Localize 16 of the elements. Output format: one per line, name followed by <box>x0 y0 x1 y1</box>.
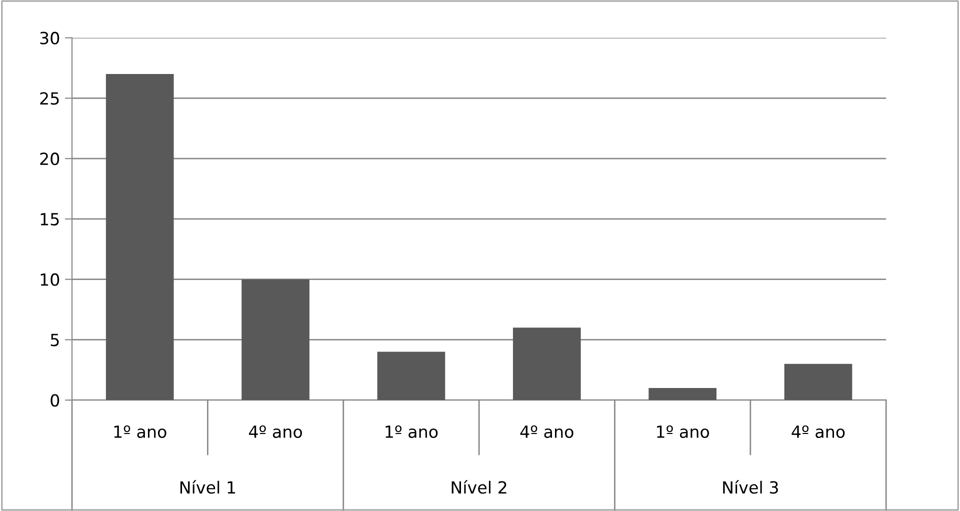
y-tick-label: 15 <box>40 213 59 226</box>
x-tick-label: 1º ano <box>657 425 710 438</box>
y-tick-label: 0 <box>50 394 60 407</box>
x-tick-label: 1º ano <box>114 425 166 438</box>
text: Nível 2 <box>452 480 506 494</box>
y-tick-label: 30 <box>40 32 60 44</box>
x-tick-label: 1º ano <box>386 425 438 438</box>
x-tick-label: 4º ano <box>248 425 302 438</box>
x-tick-label: 4º ano <box>520 425 574 438</box>
y-tick-label: 20 <box>40 152 60 166</box>
y-tick-label: 5 <box>50 334 59 346</box>
y-tick-label: 10 <box>40 273 60 286</box>
x-tick-label: 4º ano <box>792 425 845 438</box>
y-tick-label: 25 <box>40 92 59 105</box>
text: Nível 1 <box>180 480 236 494</box>
text: Nível 3 <box>723 480 778 494</box>
